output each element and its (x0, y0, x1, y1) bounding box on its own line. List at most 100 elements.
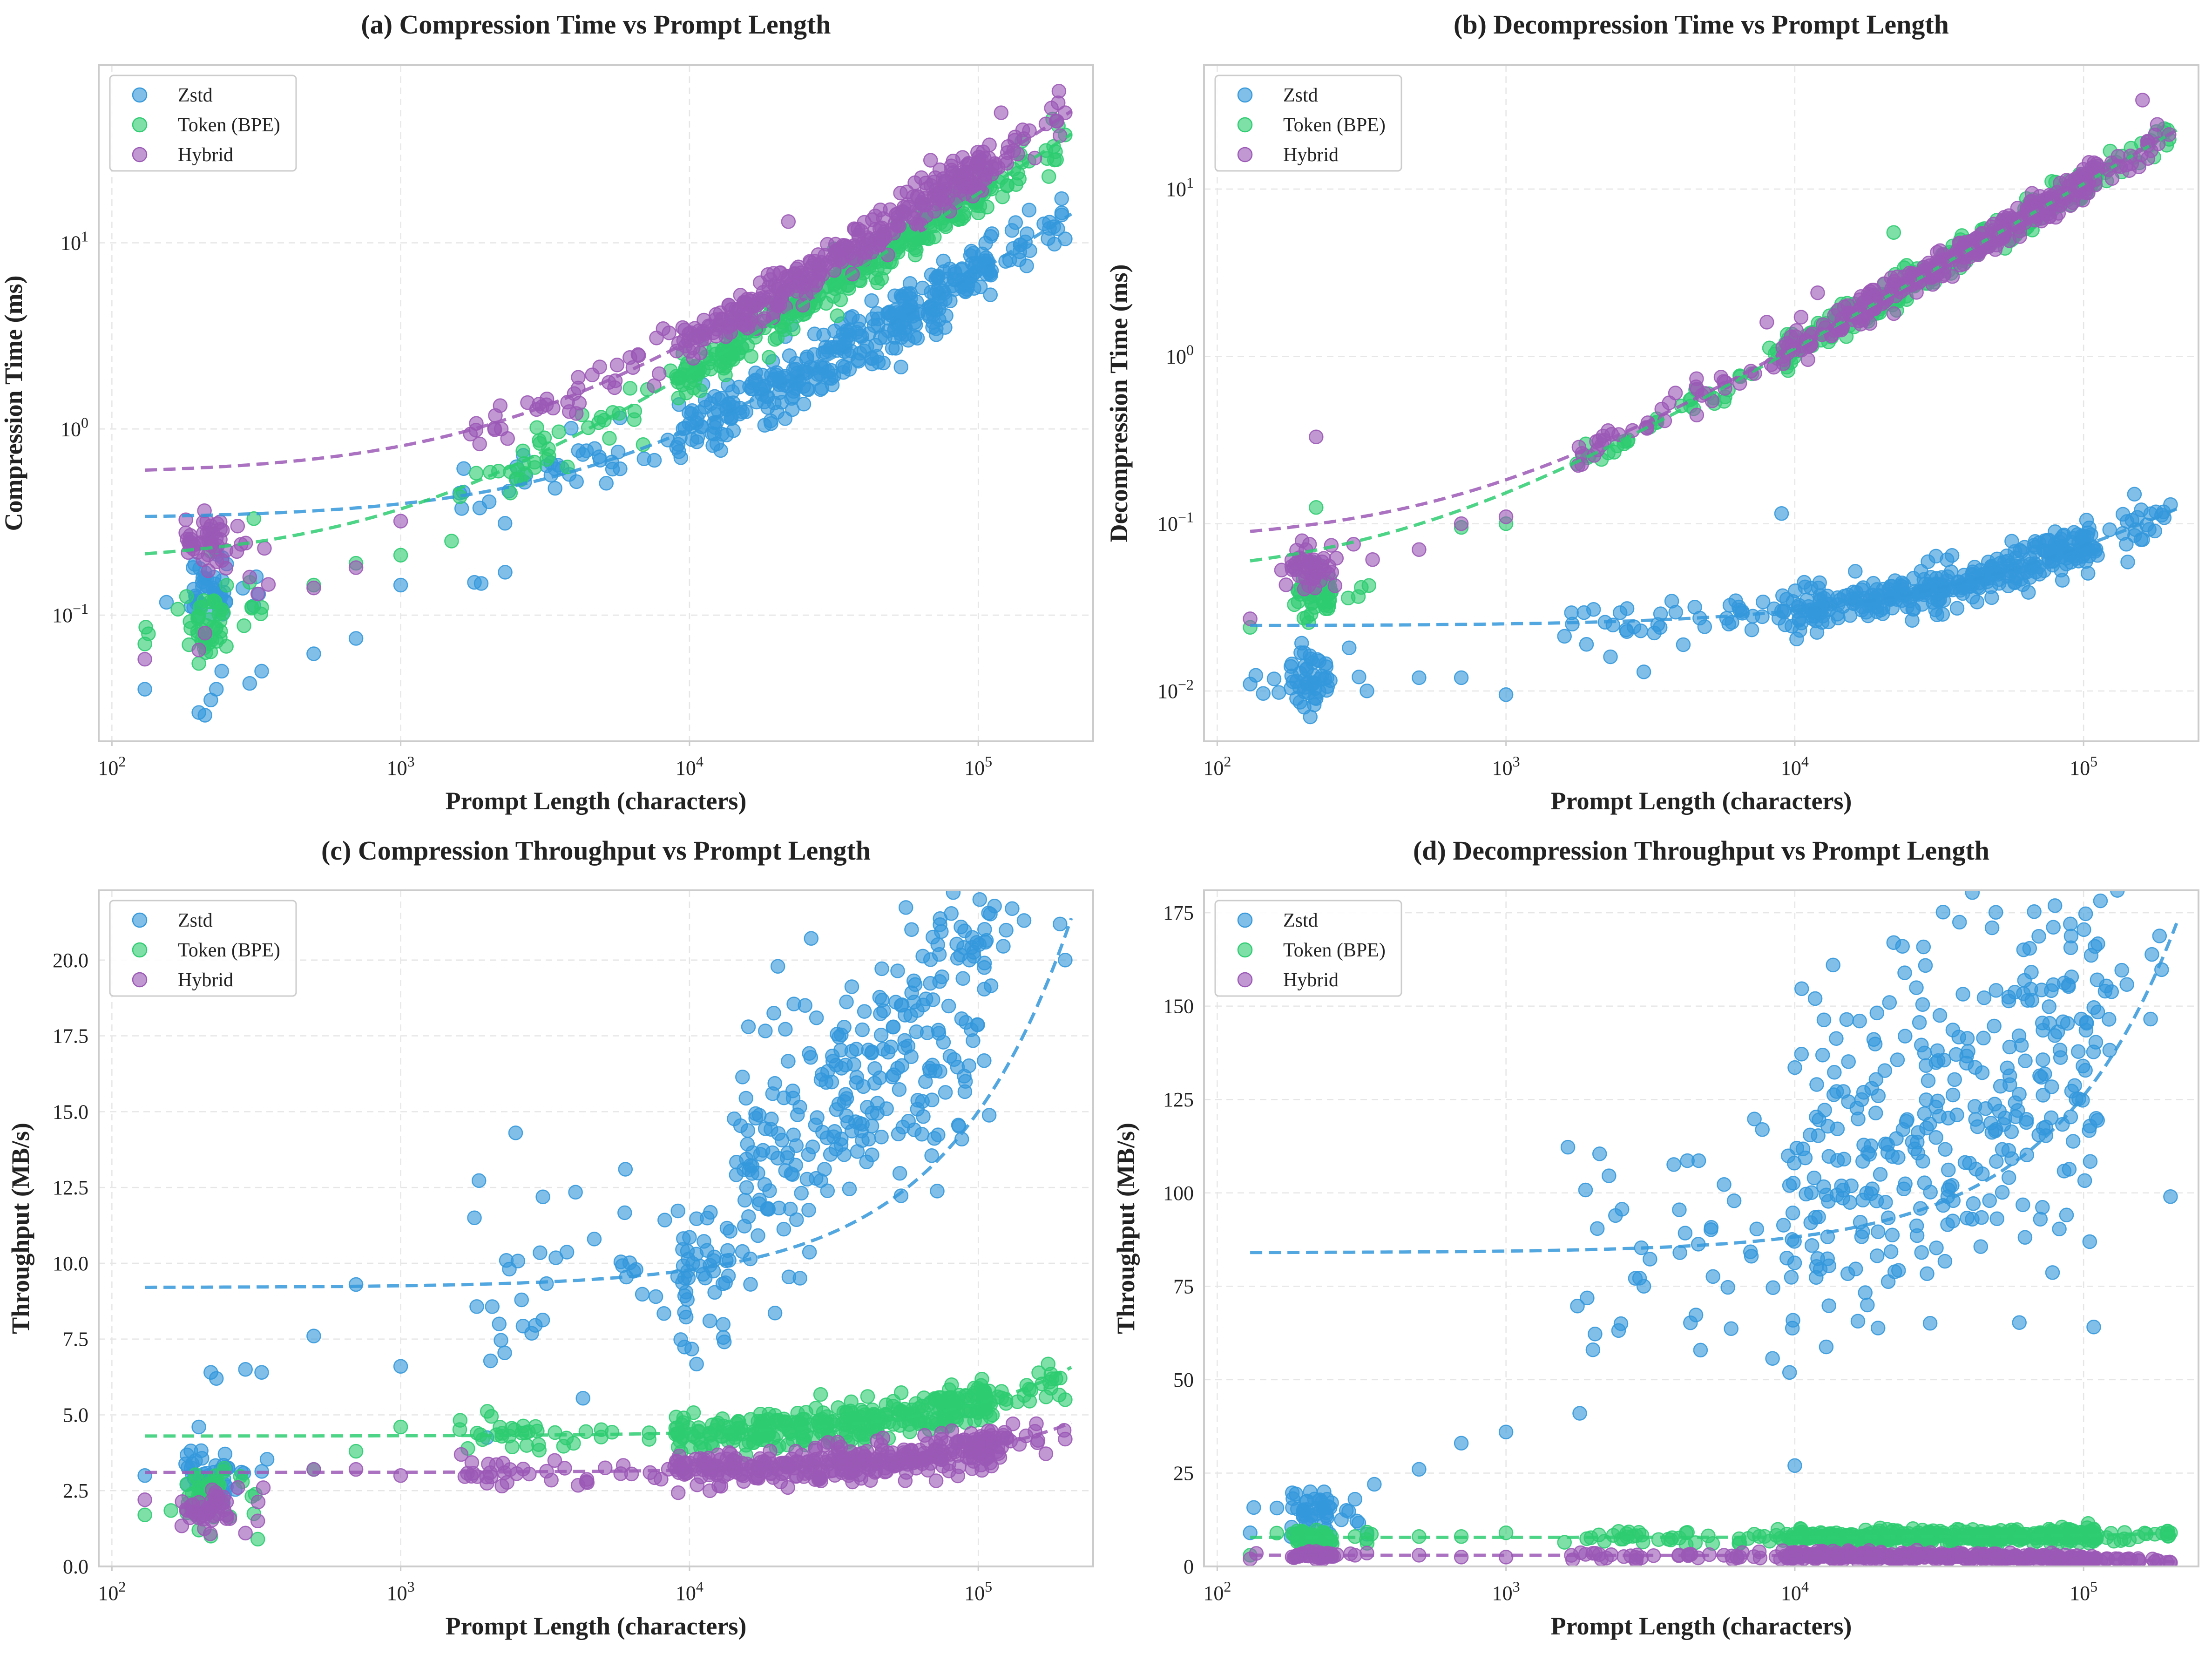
data-point (1633, 624, 1648, 638)
data-point (1889, 1131, 1904, 1146)
data-point (1921, 554, 1935, 569)
data-point (2000, 1060, 2015, 1076)
data-point (1937, 267, 1952, 282)
data-point (1003, 875, 1016, 888)
data-point (776, 1221, 791, 1237)
data-point (1989, 1154, 2004, 1169)
trend-line (1250, 129, 2178, 533)
data-point (1789, 323, 1804, 338)
data-point (2002, 1077, 2017, 1092)
data-point (618, 1162, 633, 1177)
series-hybrid (137, 84, 1073, 667)
data-point (2081, 525, 2096, 541)
data-point (893, 359, 908, 375)
chart-title: (c) Compression Throughput vs Prompt Len… (321, 835, 871, 866)
data-point (834, 1027, 849, 1043)
data-point (977, 1053, 992, 1068)
data-point (1590, 1221, 1605, 1236)
data-point (958, 284, 973, 299)
y-tick-label: 100 (61, 414, 88, 441)
data-point (2142, 522, 2157, 537)
data-point (2016, 1197, 2030, 1213)
data-point (2019, 1147, 2035, 1163)
data-point (2017, 1230, 2033, 1245)
data-point (1909, 980, 1924, 995)
data-point (254, 1365, 269, 1380)
data-point (1882, 995, 1897, 1010)
data-point (548, 481, 562, 496)
data-point (843, 1461, 858, 1477)
data-point (1309, 1506, 1324, 1522)
data-point (1945, 1087, 1961, 1103)
data-point (975, 854, 989, 868)
data-point (946, 837, 960, 851)
data-point (972, 817, 985, 831)
data-point (996, 939, 1011, 954)
data-point (1725, 615, 1739, 630)
data-point (823, 1147, 838, 1162)
data-point (672, 1448, 687, 1464)
data-point (926, 315, 940, 330)
data-point (1317, 598, 1332, 613)
data-point (902, 237, 918, 252)
data-point (1603, 649, 1618, 664)
data-point (1885, 1227, 1900, 1243)
data-point (895, 1119, 911, 1135)
data-point (2090, 1113, 2105, 1128)
data-point (1704, 1222, 1718, 1237)
data-point (1693, 1342, 1708, 1358)
data-point (230, 518, 245, 534)
data-point (257, 541, 272, 556)
legend-label: Token (BPE) (1283, 115, 1386, 136)
data-point (1283, 659, 1299, 674)
data-point (175, 1494, 189, 1509)
data-point (923, 153, 938, 168)
data-point (2055, 1117, 2070, 1132)
data-point (1821, 1298, 1836, 1313)
data-point (599, 475, 614, 491)
data-point (839, 1406, 854, 1421)
plot-area (137, 817, 1073, 1547)
data-point (907, 977, 923, 992)
data-point (957, 923, 972, 938)
data-point (2152, 929, 2167, 943)
data-point (306, 580, 321, 596)
data-point (497, 516, 513, 531)
data-point (2047, 898, 2063, 913)
data-point (1988, 905, 2003, 920)
data-point (1804, 581, 1819, 596)
data-point (820, 1183, 835, 1198)
data-point (873, 1028, 889, 1043)
data-point (982, 1409, 998, 1424)
data-point (875, 1430, 891, 1445)
data-point (813, 1387, 828, 1402)
data-point (1285, 1491, 1300, 1506)
data-point (999, 922, 1014, 938)
trend-line (145, 1366, 1072, 1438)
data-point (1919, 1092, 1934, 1107)
data-point (1041, 169, 1056, 184)
data-point (2001, 1170, 2016, 1185)
data-point (500, 431, 515, 446)
data-point (2056, 976, 2072, 990)
data-point (956, 940, 971, 955)
data-point (261, 577, 276, 592)
data-point (250, 586, 265, 602)
data-point (1929, 1240, 1944, 1255)
data-point (1910, 1134, 1925, 1150)
data-point (1636, 664, 1651, 679)
data-point (469, 1299, 484, 1314)
data-point (1819, 1339, 1834, 1355)
data-point (1000, 178, 1015, 193)
data-point (955, 150, 970, 165)
data-point (697, 1234, 711, 1249)
data-point (892, 1082, 907, 1097)
data-point (1995, 1185, 2010, 1200)
data-point (657, 1213, 672, 1227)
legend-marker (132, 117, 148, 133)
data-point (950, 951, 965, 966)
data-point (808, 1118, 823, 1132)
data-point (855, 1022, 870, 1037)
data-point (1314, 559, 1329, 574)
